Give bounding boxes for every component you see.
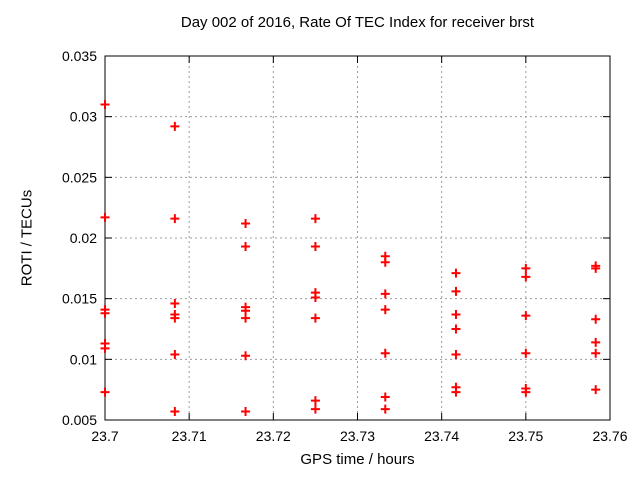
data-point-marker — [591, 263, 601, 273]
data-point-marker — [170, 121, 180, 131]
data-point-marker — [380, 404, 390, 414]
x-tick-label: 23.72 — [256, 428, 291, 444]
data-point-marker — [380, 305, 390, 315]
y-tick-label: 0.015 — [62, 291, 97, 307]
data-point-marker — [241, 218, 251, 228]
data-point-marker — [100, 100, 110, 110]
y-tick-label: 0.005 — [62, 412, 97, 428]
data-point-marker — [591, 348, 601, 358]
y-tick-label: 0.035 — [62, 48, 97, 64]
data-point-marker — [591, 337, 601, 347]
data-point-marker — [310, 404, 320, 414]
y-tick-label: 0.02 — [70, 230, 97, 246]
data-point-marker — [170, 349, 180, 359]
data-point-marker — [170, 299, 180, 309]
data-point-marker — [310, 241, 320, 251]
data-point-marker — [241, 351, 251, 361]
data-point-marker — [100, 387, 110, 397]
x-tick-label: 23.73 — [340, 428, 375, 444]
data-point-marker — [521, 348, 531, 358]
data-point-marker — [241, 241, 251, 251]
data-point-marker — [310, 292, 320, 302]
y-tick-label: 0.01 — [70, 351, 97, 367]
data-point-marker — [521, 311, 531, 321]
y-tick-label: 0.03 — [70, 109, 97, 125]
data-point-marker — [241, 407, 251, 417]
data-point-marker — [100, 343, 110, 353]
x-tick-label: 23.71 — [172, 428, 207, 444]
data-point-marker — [521, 387, 531, 397]
data-point-marker — [380, 348, 390, 358]
data-point-marker — [310, 214, 320, 224]
x-axis-label: GPS time / hours — [300, 451, 415, 468]
data-point-marker — [451, 286, 461, 296]
data-point-marker — [310, 396, 320, 406]
x-tick-label: 23.7 — [91, 428, 118, 444]
data-point-marker — [170, 407, 180, 417]
data-point-marker — [451, 349, 461, 359]
data-point-marker — [170, 313, 180, 323]
data-point-marker — [521, 263, 531, 273]
data-point-marker — [451, 309, 461, 319]
data-point-marker — [451, 324, 461, 334]
data-point-marker — [310, 313, 320, 323]
plot-border — [104, 55, 611, 421]
data-point-marker — [451, 268, 461, 278]
data-point-marker — [170, 214, 180, 224]
data-point-marker — [241, 313, 251, 323]
data-point-marker — [380, 257, 390, 267]
x-tick-label: 23.74 — [424, 428, 459, 444]
data-point-marker — [100, 308, 110, 318]
data-point-marker — [451, 387, 461, 397]
data-point-marker — [591, 385, 601, 395]
x-tick-label: 23.76 — [592, 428, 627, 444]
x-tick-label: 23.75 — [508, 428, 543, 444]
chart-title: Day 002 of 2016, Rate Of TEC Index for r… — [180, 14, 535, 31]
y-tick-label: 0.025 — [62, 169, 97, 185]
data-point-marker — [591, 314, 601, 324]
data-point-marker — [380, 289, 390, 299]
data-point-marker — [100, 212, 110, 222]
data-point-marker — [380, 392, 390, 402]
data-point-marker — [521, 272, 531, 282]
